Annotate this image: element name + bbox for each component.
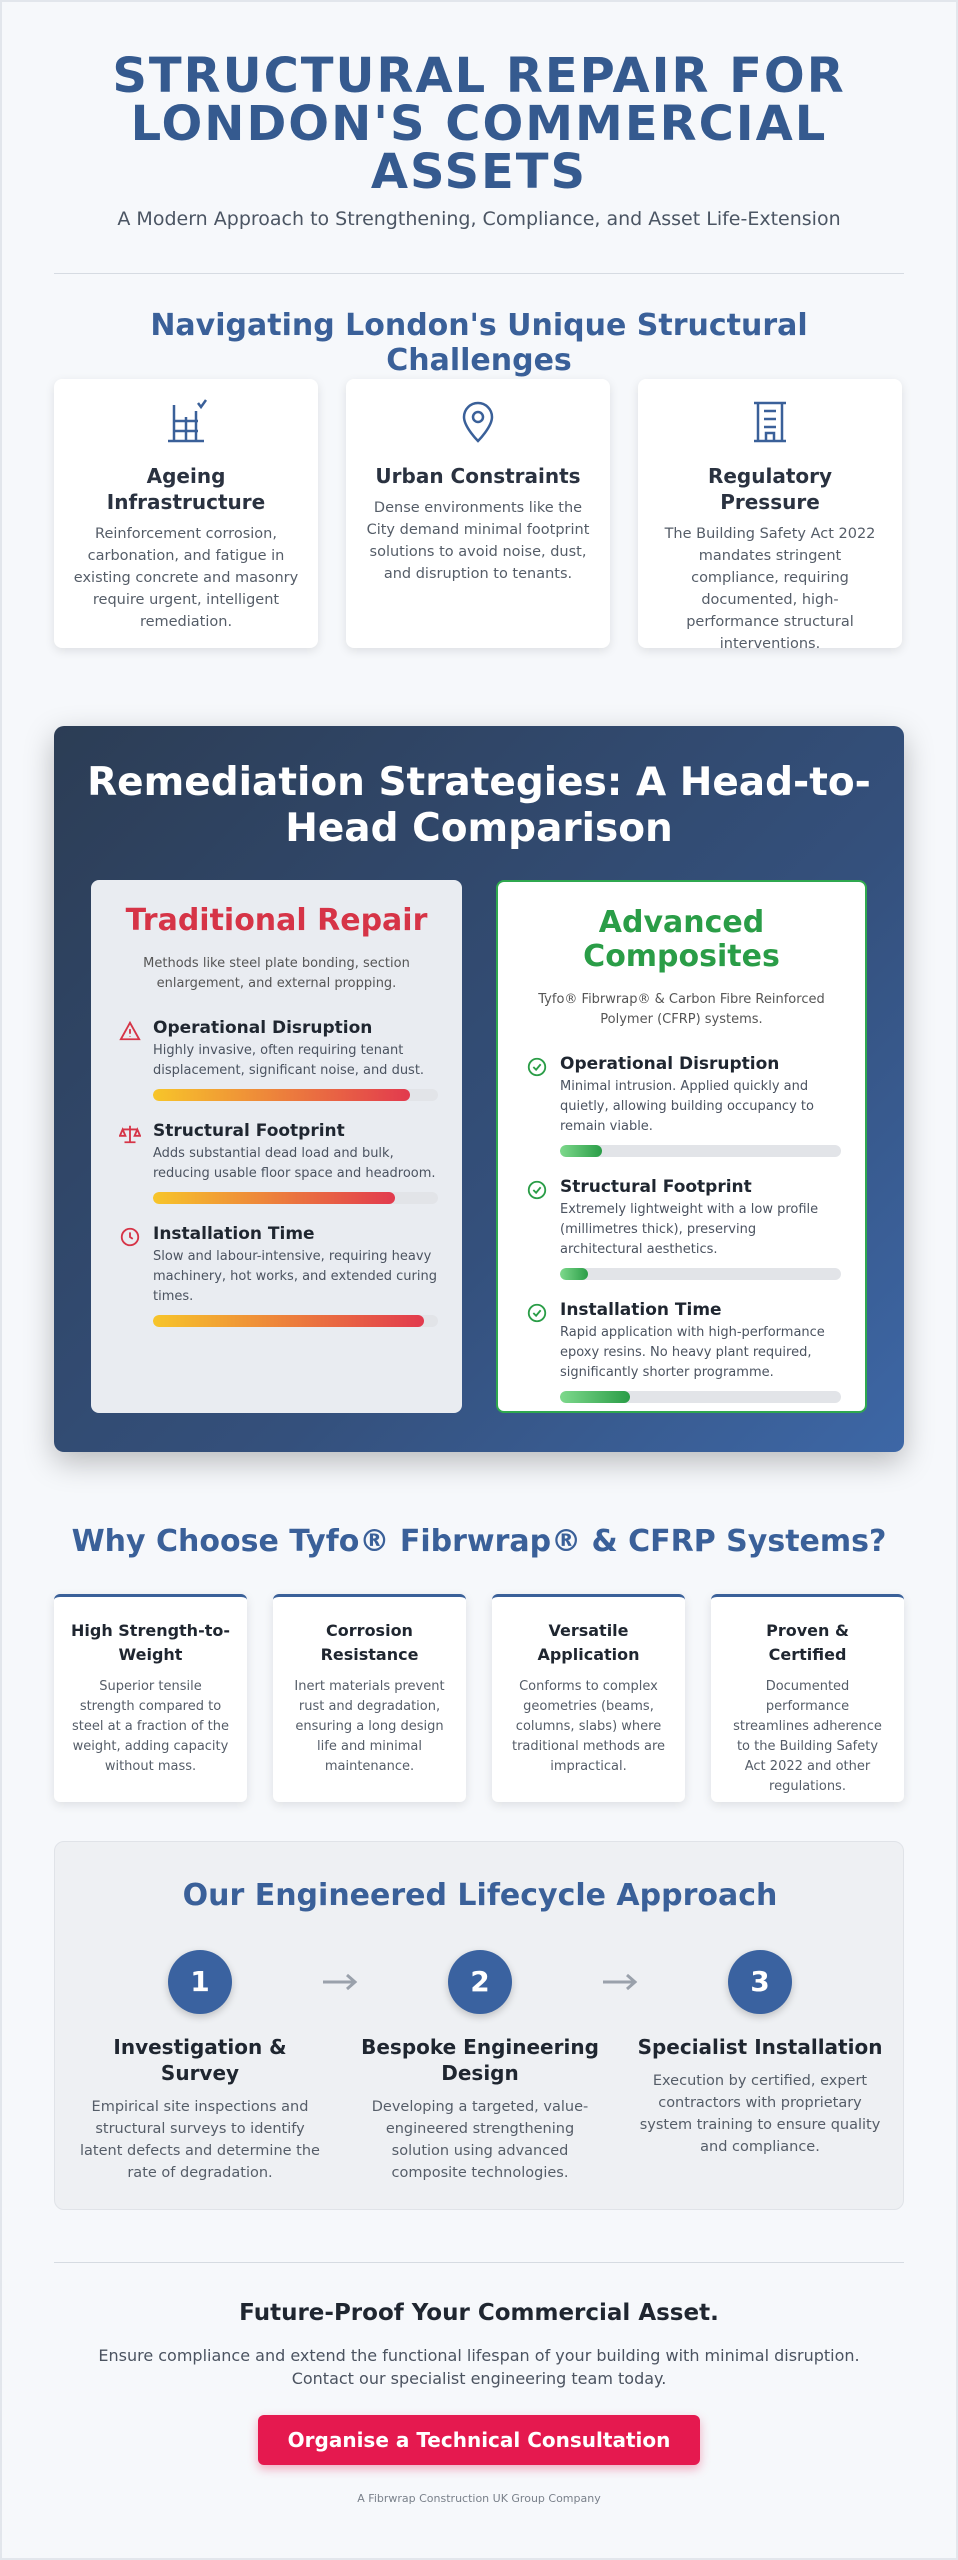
step-number: 1 (168, 1950, 232, 2014)
icon (527, 1057, 547, 1077)
card-title: Traditional Repair (125, 903, 428, 938)
lifecycle-panel: Our Engineered Lifecycle Approach 1 Inves… (54, 1841, 904, 2210)
item-title: Installation Time (153, 1224, 315, 1244)
item-text: Adds substantial dead load and bulk, red… (153, 1146, 436, 1181)
card-title: Ageing Infrastructure (106, 464, 266, 514)
bar (560, 1145, 603, 1157)
item-title: Operational Disruption (560, 1054, 780, 1074)
header: STRUCTURAL REPAIR FOR LONDON'S COMMERCIA… (100, 52, 858, 196)
footer: A Fibrwrap Construction UK Group Company (357, 2492, 601, 2505)
comparison-item: Installation Time Slow and labour-intensi… (115, 1224, 438, 1327)
page-title: STRUCTURAL REPAIR FOR LONDON'S COMMERCIA… (112, 48, 846, 200)
step-number: 3 (728, 1950, 792, 2014)
card-intro: Tyfo® Fibrwrap® & Carbon Fibre Reinforce… (538, 992, 825, 1027)
advanced-card: Advanced Composites Tyfo® Fibrwrap® & Ca… (496, 880, 867, 1413)
panel-title: Remediation Strategies: A Head-to-Head C… (87, 760, 871, 851)
arrow (323, 1973, 358, 1991)
comparison-item: Structural Footprint Adds substantial dea… (115, 1121, 438, 1204)
card-text: Documented performance streamlines adher… (733, 1679, 882, 1794)
bar-track (560, 1145, 841, 1157)
icon (119, 1125, 141, 1144)
icon (168, 399, 208, 443)
benefit-card: Corrosion Resistance Inert materials prev… (273, 1594, 466, 1802)
card-title: Proven & Certified (766, 1621, 849, 1664)
item-title: Structural Footprint (560, 1177, 752, 1197)
step-title: Specialist Installation (637, 2035, 883, 2059)
step: 1 Investigation & Survey Empirical site in… (75, 1950, 325, 2184)
bar (153, 1192, 396, 1204)
comparison-item: Operational Disruption Minimal intrusion.… (522, 1054, 841, 1157)
step-text: Execution by certified, expert contracto… (639, 2073, 881, 2155)
item-text: Minimal intrusion. Applied quickly and q… (560, 1079, 814, 1134)
card-title: Regulatory Pressure (707, 464, 833, 514)
comparison-panel: Remediation Strategies: A Head-to-Head C… (54, 726, 904, 1452)
step: 2 Bespoke Engineering Design Developing a … (355, 1950, 605, 2184)
card-title: High Strength-to-Weight (70, 1621, 230, 1664)
bar-track (560, 1268, 841, 1280)
icon (120, 1227, 140, 1247)
cta-text: Ensure compliance and extend the functio… (98, 2346, 860, 2388)
card-text: Reinforcement corrosion, carbonation, an… (73, 526, 299, 630)
divider (54, 273, 904, 274)
step-title: Bespoke Engineering Design (361, 2035, 599, 2085)
step-text: Empirical site inspections and structura… (80, 2099, 320, 2181)
section-heading: Our Engineered Lifecycle Approach (182, 1878, 778, 1913)
section-heading: Navigating London's Unique Structural Ch… (150, 308, 808, 378)
cta-button[interactable]: Organise a Technical Consultation (258, 2415, 700, 2465)
card-text: Inert materials prevent rust and degrada… (294, 1679, 445, 1774)
icon (462, 401, 494, 443)
card-title: Versatile Application (537, 1621, 640, 1664)
icon (754, 401, 786, 443)
card-text: Superior tensile strength compared to st… (72, 1679, 229, 1774)
comparison-item: Structural Footprint Extremely lightweigh… (522, 1177, 841, 1280)
bar-track (153, 1089, 438, 1101)
icon (119, 1020, 141, 1041)
item-text: Rapid application with high-performance … (560, 1325, 825, 1380)
card-text: Dense environments like the City demand … (366, 500, 590, 582)
bar (153, 1089, 410, 1101)
challenge-card: Ageing Infrastructure Reinforcement corr… (54, 379, 318, 648)
item-text: Extremely lightweight with a low profile… (560, 1202, 819, 1257)
card-title: Urban Constraints (375, 464, 581, 488)
comparison-item: Installation Time Rapid application with … (522, 1300, 841, 1403)
benefit-card: Versatile Application Conforms to complex… (492, 1594, 685, 1802)
challenge-card: Urban Constraints Dense environments lik… (346, 379, 610, 648)
subtitle: A Modern Approach to Strengthening, Comp… (117, 208, 841, 230)
bar (560, 1268, 589, 1280)
item-title: Operational Disruption (153, 1018, 373, 1038)
bar-track (153, 1192, 438, 1204)
comparison-item: Operational Disruption Highly invasive, o… (115, 1018, 438, 1101)
bar-track (153, 1315, 438, 1327)
bar (153, 1315, 424, 1327)
item-text: Highly invasive, often requiring tenant … (153, 1043, 425, 1078)
section-heading: Why Choose Tyfo® Fibrwrap® & CFRP System… (71, 1524, 887, 1559)
bar (560, 1391, 631, 1403)
step-number: 2 (448, 1950, 512, 2014)
step-text: Developing a targeted, value-engineered … (371, 2099, 589, 2181)
step-title: Investigation & Survey (113, 2035, 287, 2085)
benefit-card: Proven & Certified Documented performance… (711, 1594, 904, 1802)
step: 3 Specialist Installation Execution by cer… (635, 1950, 885, 2158)
icon (527, 1303, 547, 1323)
arrow (603, 1973, 638, 1991)
item-title: Installation Time (560, 1300, 722, 1320)
benefit-card: High Strength-to-Weight Superior tensile … (54, 1594, 247, 1802)
card-intro: Methods like steel plate bonding, sectio… (143, 956, 410, 991)
card-title: Advanced Composites (583, 905, 780, 974)
icon (527, 1180, 547, 1200)
divider (54, 2262, 904, 2263)
item-title: Structural Footprint (153, 1121, 345, 1141)
challenge-card: Regulatory Pressure The Building Safety … (638, 379, 902, 652)
traditional-card: Traditional Repair Methods like steel pl… (91, 880, 462, 1413)
bar-track (560, 1391, 841, 1403)
card-text: The Building Safety Act 2022 mandates st… (664, 526, 876, 652)
cta-heading: Future-Proof Your Commercial Asset. (239, 2300, 719, 2326)
card-title: Corrosion Resistance (320, 1621, 419, 1664)
item-text: Slow and labour-intensive, requiring hea… (153, 1249, 437, 1304)
card-text: Conforms to complex geometries (beams, c… (511, 1679, 666, 1774)
